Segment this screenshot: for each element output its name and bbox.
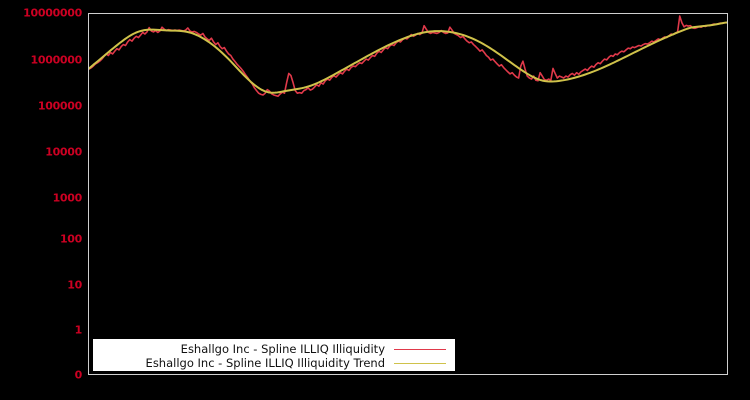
series-line-illiquidity (89, 16, 727, 96)
y-axis-tick-labels: 10000000 1000000 100000 10000 1000 100 10 1 0 (0, 0, 82, 400)
y-tick-label-1000: 1000 (52, 191, 83, 205)
y-tick-label-0: 0 (74, 368, 83, 382)
y-tick-label-10000000: 10000000 (23, 6, 82, 20)
plot-svg (89, 14, 727, 374)
legend-label-illiquidity-trend: Eshallgo Inc - Spline ILLIQ Illiquidity … (145, 356, 385, 370)
legend-line-sample-illiquidity-trend (394, 362, 446, 364)
y-tick-label-100000: 100000 (37, 99, 82, 113)
legend-entry-illiquidity-trend: Eshallgo Inc - Spline ILLIQ Illiquidity … (98, 356, 450, 370)
legend-entry-illiquidity: Eshallgo Inc - Spline ILLIQ Illiquidity (98, 342, 450, 356)
plot-area (88, 13, 728, 375)
y-tick-label-10: 10 (67, 278, 82, 292)
y-tick-label-1000000: 1000000 (30, 53, 83, 67)
series-line-illiquidity-trend (89, 22, 727, 92)
y-tick-label-10000: 10000 (45, 145, 82, 159)
legend-line-sample-illiquidity (394, 348, 446, 350)
legend-label-illiquidity: Eshallgo Inc - Spline ILLIQ Illiquidity (180, 342, 385, 356)
chart-legend: Eshallgo Inc - Spline ILLIQ Illiquidity … (93, 339, 455, 371)
y-tick-label-1: 1 (74, 323, 83, 337)
y-tick-label-100: 100 (59, 232, 82, 246)
